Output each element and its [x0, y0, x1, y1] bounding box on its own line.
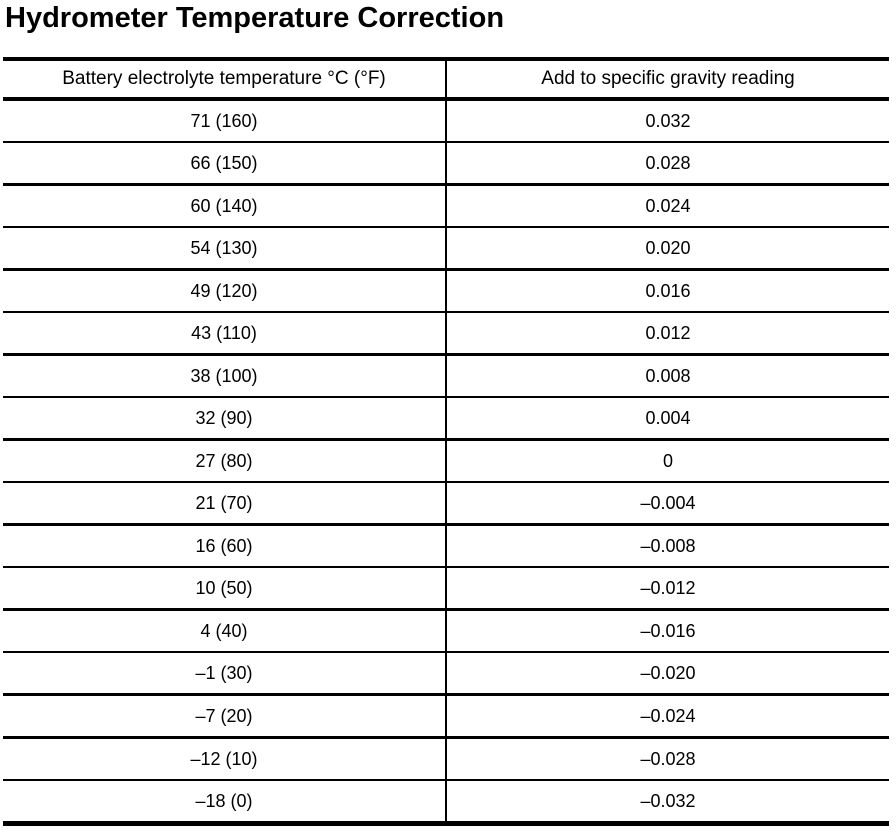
- temperature-cell: 54 (130): [3, 227, 447, 271]
- hydrometer-correction-table: Battery electrolyte temperature °C (°F) …: [3, 57, 889, 826]
- correction-cell: –0.004: [446, 482, 889, 526]
- temperature-cell: –1 (30): [3, 652, 447, 696]
- temperature-cell: –18 (0): [3, 780, 447, 826]
- correction-cell: 0.008: [446, 354, 889, 398]
- correction-cell: 0.004: [446, 397, 889, 441]
- temperature-cell: 21 (70): [3, 482, 447, 526]
- temperature-cell: 66 (150): [3, 142, 447, 186]
- temperature-cell: 38 (100): [3, 354, 447, 398]
- temperature-cell: 43 (110): [3, 312, 447, 356]
- temperature-cell: –12 (10): [3, 737, 447, 781]
- table-row: –7 (20) –0.024: [3, 694, 889, 739]
- table-header-row: Battery electrolyte temperature °C (°F) …: [3, 59, 889, 101]
- correction-cell: 0.020: [446, 227, 889, 271]
- table-row: 32 (90) 0.004: [3, 397, 889, 441]
- table-row: 16 (60) –0.008: [3, 524, 889, 568]
- temperature-cell: 4 (40): [3, 609, 447, 653]
- table-row: 27 (80) 0: [3, 439, 889, 483]
- table-row: –12 (10) –0.028: [3, 737, 889, 781]
- table-row: 54 (130) 0.020: [3, 227, 889, 271]
- temperature-cell: 71 (160): [3, 99, 447, 143]
- table-row: 4 (40) –0.016: [3, 609, 889, 653]
- correction-cell: 0.032: [446, 99, 889, 143]
- correction-cell: –0.024: [446, 694, 889, 739]
- correction-cell: 0.028: [446, 142, 889, 186]
- correction-cell: –0.008: [446, 524, 889, 568]
- correction-column-header: Add to specific gravity reading: [446, 59, 889, 101]
- temperature-cell: –7 (20): [3, 694, 447, 739]
- temperature-cell: 60 (140): [3, 184, 447, 228]
- table-row: 43 (110) 0.012: [3, 312, 889, 356]
- correction-cell: 0.024: [446, 184, 889, 228]
- correction-cell: 0.016: [446, 269, 889, 313]
- temperature-cell: 32 (90): [3, 397, 447, 441]
- temperature-column-header: Battery electrolyte temperature °C (°F): [3, 59, 447, 101]
- table-row: 21 (70) –0.004: [3, 482, 889, 526]
- correction-cell: 0: [446, 439, 889, 483]
- correction-cell: –0.020: [446, 652, 889, 696]
- temperature-cell: 27 (80): [3, 439, 447, 483]
- correction-cell: –0.016: [446, 609, 889, 653]
- table-row: 60 (140) 0.024: [3, 184, 889, 228]
- table-row: 66 (150) 0.028: [3, 142, 889, 186]
- temperature-cell: 10 (50): [3, 567, 447, 611]
- table-row: 49 (120) 0.016: [3, 269, 889, 313]
- correction-cell: –0.028: [446, 737, 889, 781]
- correction-cell: –0.012: [446, 567, 889, 611]
- table-row: –1 (30) –0.020: [3, 652, 889, 696]
- temperature-cell: 49 (120): [3, 269, 447, 313]
- temperature-cell: 16 (60): [3, 524, 447, 568]
- table-row: 38 (100) 0.008: [3, 354, 889, 398]
- correction-cell: –0.032: [446, 780, 889, 826]
- correction-cell: 0.012: [446, 312, 889, 356]
- page-title: Hydrometer Temperature Correction: [5, 2, 505, 34]
- table-row: 71 (160) 0.032: [3, 99, 889, 143]
- table-row: –18 (0) –0.032: [3, 780, 889, 826]
- table-row: 10 (50) –0.012: [3, 567, 889, 611]
